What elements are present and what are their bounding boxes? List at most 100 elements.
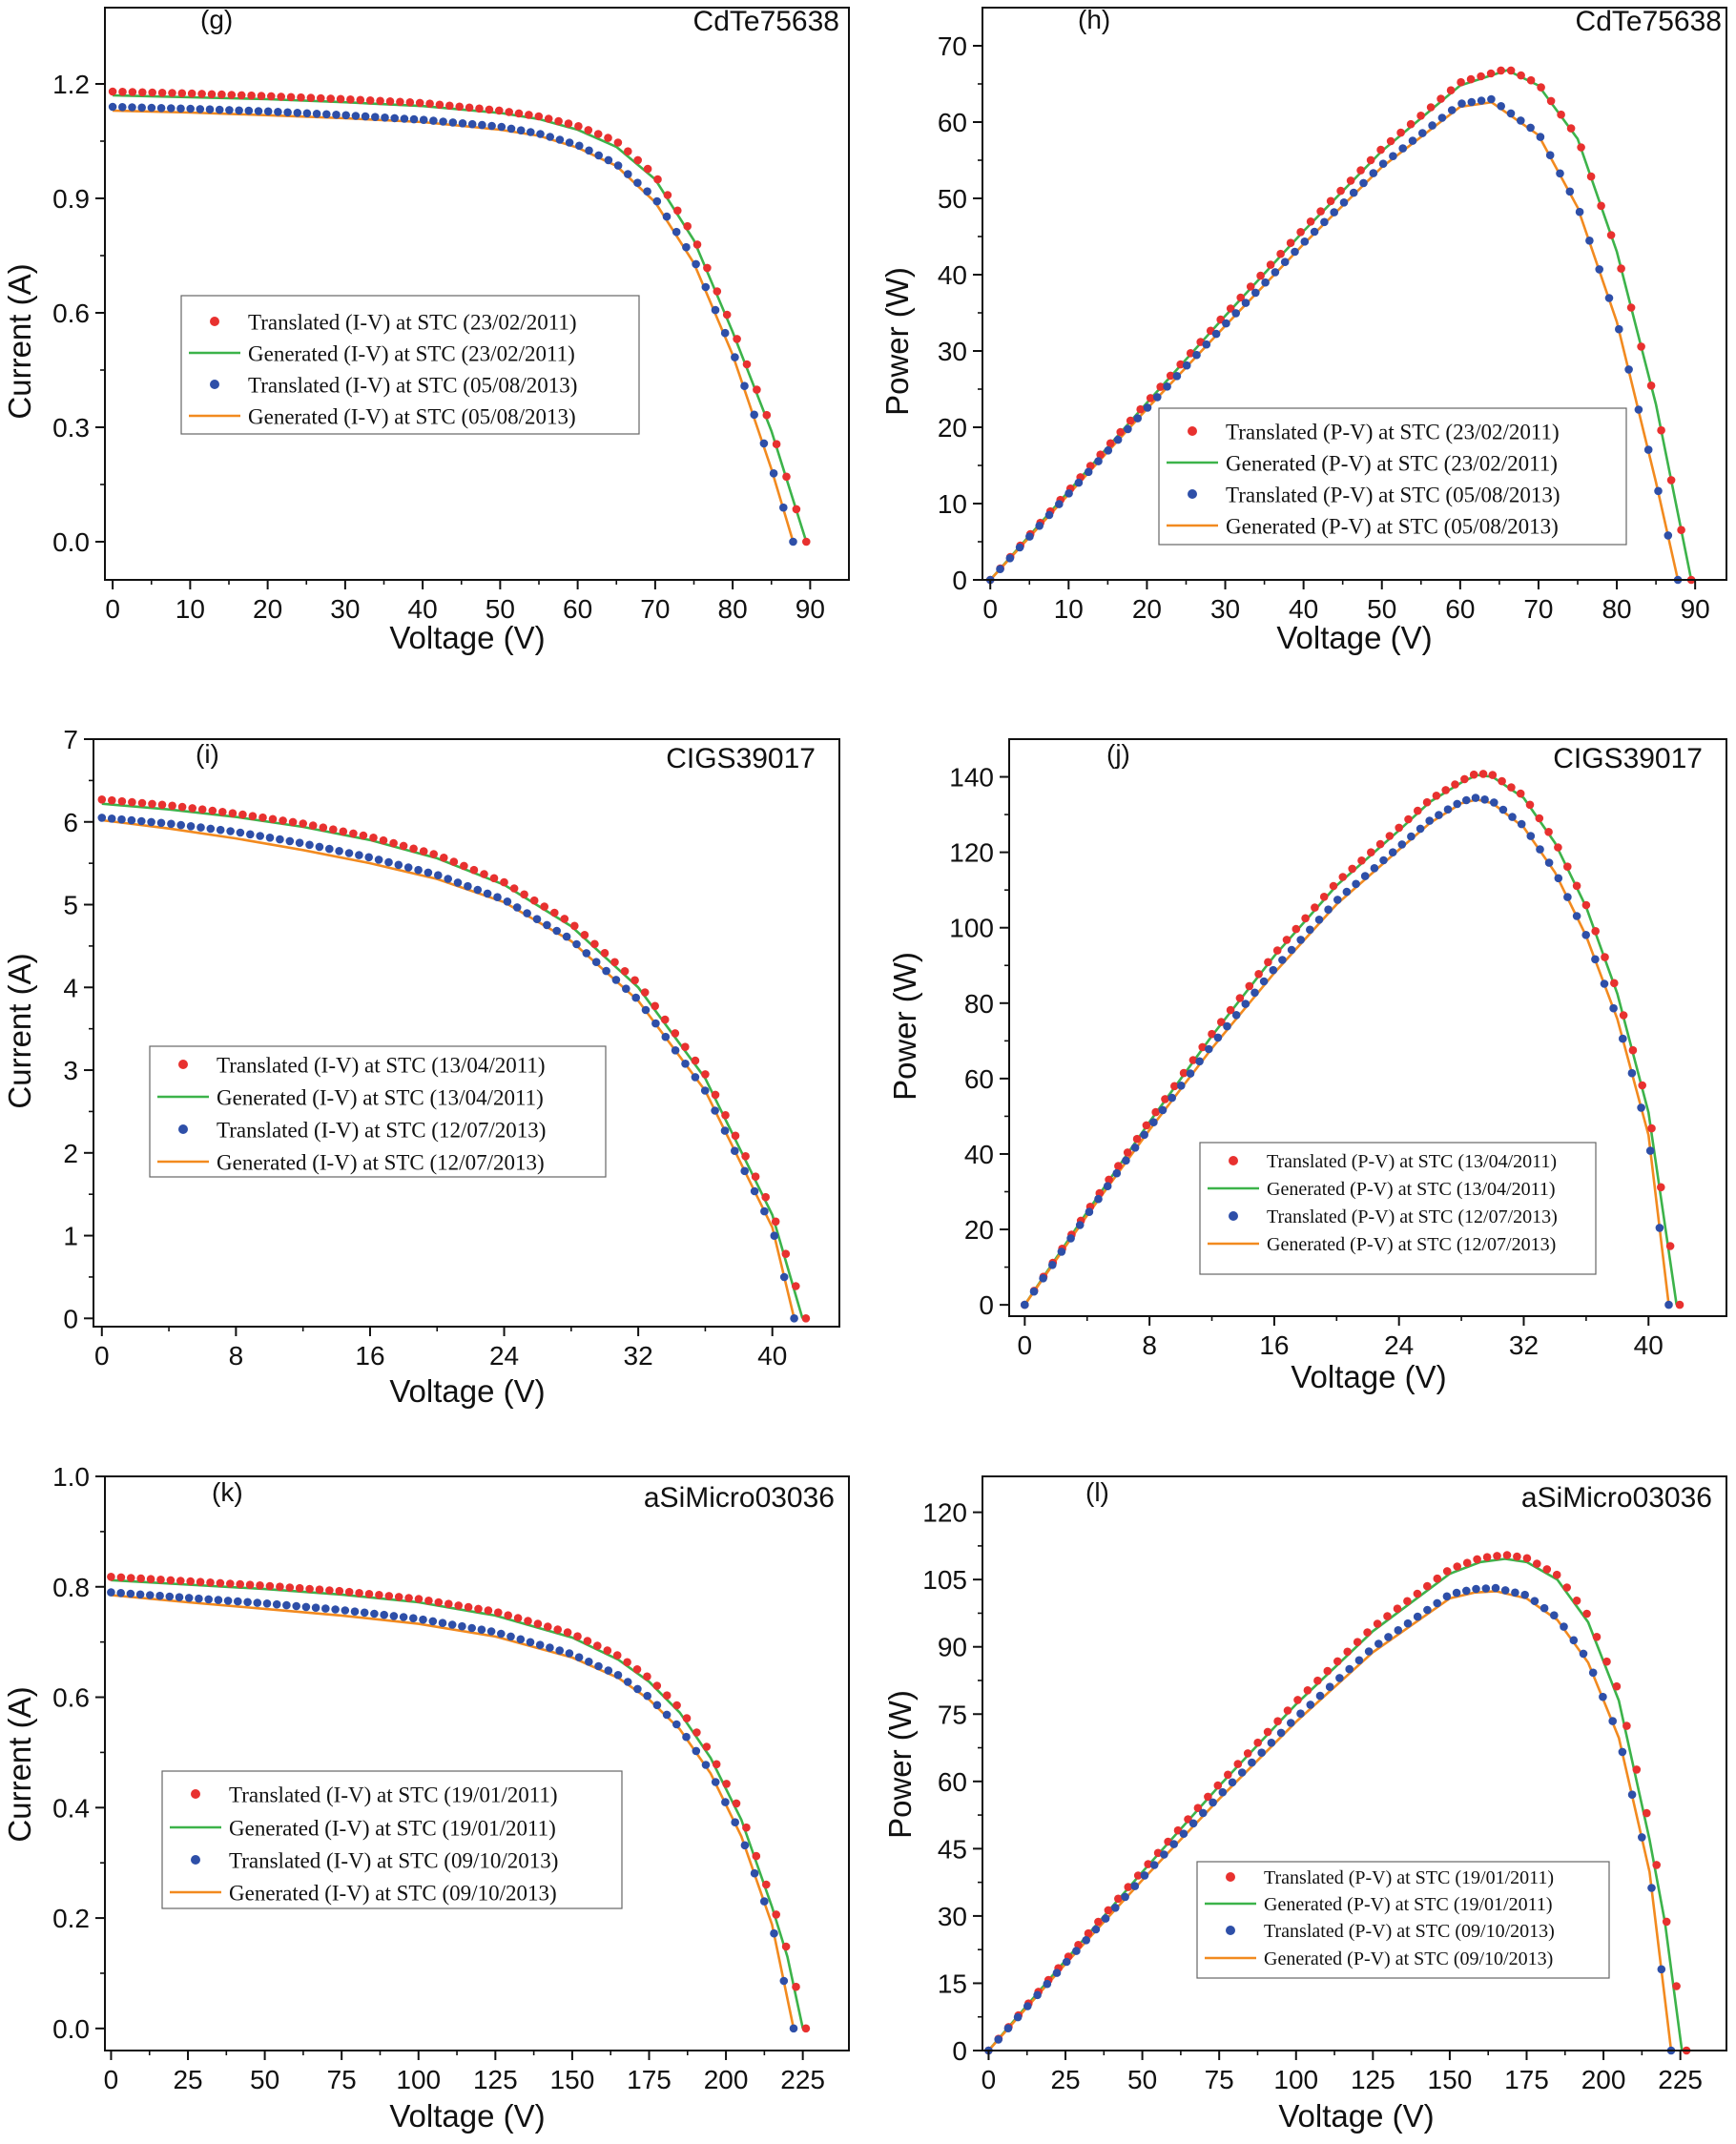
data-point <box>165 1592 175 1601</box>
data-point <box>394 860 403 870</box>
x-tick-label: 0 <box>1018 1330 1033 1360</box>
legend-entry: Generated (P-V) at STC (13/04/2011) <box>1267 1179 1556 1200</box>
data-point <box>1366 155 1375 165</box>
data-point <box>792 1282 800 1290</box>
series-markers <box>1021 770 1684 1309</box>
data-point <box>762 410 772 420</box>
x-tick-label: 90 <box>1681 594 1710 624</box>
data-point <box>792 505 801 514</box>
data-point <box>1142 1121 1151 1130</box>
data-point <box>750 1186 759 1196</box>
y-tick-label: 100 <box>949 914 994 943</box>
data-point <box>409 114 419 124</box>
data-point <box>1665 1242 1675 1250</box>
data-point <box>1282 936 1292 944</box>
module-name: aSiMicro03036 <box>644 1482 835 1514</box>
data-point <box>1140 1130 1148 1140</box>
data-point <box>1343 1647 1352 1657</box>
data-point <box>1612 1681 1622 1691</box>
data-point <box>1330 208 1338 216</box>
data-point <box>1367 848 1375 856</box>
data-point <box>1130 1882 1140 1890</box>
data-point <box>1338 873 1348 881</box>
data-point <box>769 469 778 478</box>
data-point <box>227 91 237 99</box>
data-point <box>1662 1917 1671 1927</box>
data-point <box>187 89 196 98</box>
data-point <box>701 282 711 292</box>
y-tick-label: 140 <box>949 763 994 793</box>
x-tick-label: 0 <box>982 2065 997 2094</box>
data-point <box>731 1818 739 1826</box>
data-point <box>435 100 444 110</box>
data-point <box>633 178 642 187</box>
data-point <box>1205 1044 1213 1054</box>
data-point <box>1363 1628 1372 1637</box>
data-point <box>672 1701 681 1710</box>
data-point <box>1677 526 1685 534</box>
legend-box <box>149 1045 607 1178</box>
data-point <box>1442 1567 1452 1576</box>
x-tick-label: 30 <box>330 594 360 624</box>
data-point <box>177 802 187 812</box>
x-tick-label: 70 <box>640 594 670 624</box>
data-point <box>1407 832 1416 841</box>
data-point <box>390 113 400 123</box>
data-point <box>643 164 652 174</box>
data-point <box>1287 1719 1295 1727</box>
legend-marker-swatch <box>191 1789 200 1799</box>
data-point <box>223 1597 233 1605</box>
data-point <box>1310 227 1319 237</box>
legend-entry: Translated (P-V) at STC (19/01/2011) <box>1264 1867 1554 1888</box>
data-point <box>1267 1739 1276 1747</box>
data-point <box>1585 237 1594 245</box>
data-point <box>1386 136 1395 146</box>
series-layer <box>1021 770 1684 1309</box>
data-point <box>494 1608 503 1617</box>
data-point <box>1033 1990 1042 2000</box>
data-point <box>1486 69 1496 78</box>
data-point <box>1241 299 1250 307</box>
data-point <box>760 1206 769 1216</box>
data-point <box>1287 945 1296 955</box>
x-tick-label: 60 <box>563 594 592 624</box>
data-point <box>712 1760 721 1769</box>
data-point <box>147 103 156 113</box>
x-tick-label: 40 <box>757 1341 787 1371</box>
data-point <box>1048 1261 1057 1269</box>
data-point <box>453 878 463 887</box>
data-point <box>574 122 583 131</box>
data-point <box>801 1314 811 1323</box>
data-point <box>1306 217 1315 226</box>
x-tick-label: 200 <box>704 2065 749 2094</box>
data-point <box>1517 71 1525 80</box>
data-point <box>1655 1224 1664 1232</box>
data-point <box>341 111 351 120</box>
legend-marker-swatch <box>210 317 219 326</box>
data-point <box>1442 1592 1452 1601</box>
data-point <box>720 1126 730 1135</box>
data-point <box>1301 914 1310 923</box>
data-point <box>553 1625 562 1634</box>
data-point <box>1511 1588 1519 1598</box>
data-point <box>396 97 404 107</box>
data-point <box>772 1910 780 1919</box>
data-point <box>1413 1612 1422 1621</box>
data-point <box>356 95 365 105</box>
data-point <box>1462 795 1471 805</box>
series-layer <box>984 1551 1691 2055</box>
data-point <box>1360 872 1370 880</box>
data-point <box>1264 958 1272 967</box>
data-point <box>630 976 639 985</box>
data-point <box>1213 1781 1223 1790</box>
data-point <box>1557 110 1565 119</box>
data-point <box>1441 786 1450 794</box>
data-point <box>351 112 361 120</box>
data-point <box>474 1604 483 1614</box>
data-point <box>584 126 593 134</box>
data-point <box>759 439 769 448</box>
data-point <box>772 440 781 449</box>
legend-entry: Translated (I-V) at STC (13/04/2011) <box>217 1053 546 1077</box>
data-point <box>1112 1168 1122 1178</box>
